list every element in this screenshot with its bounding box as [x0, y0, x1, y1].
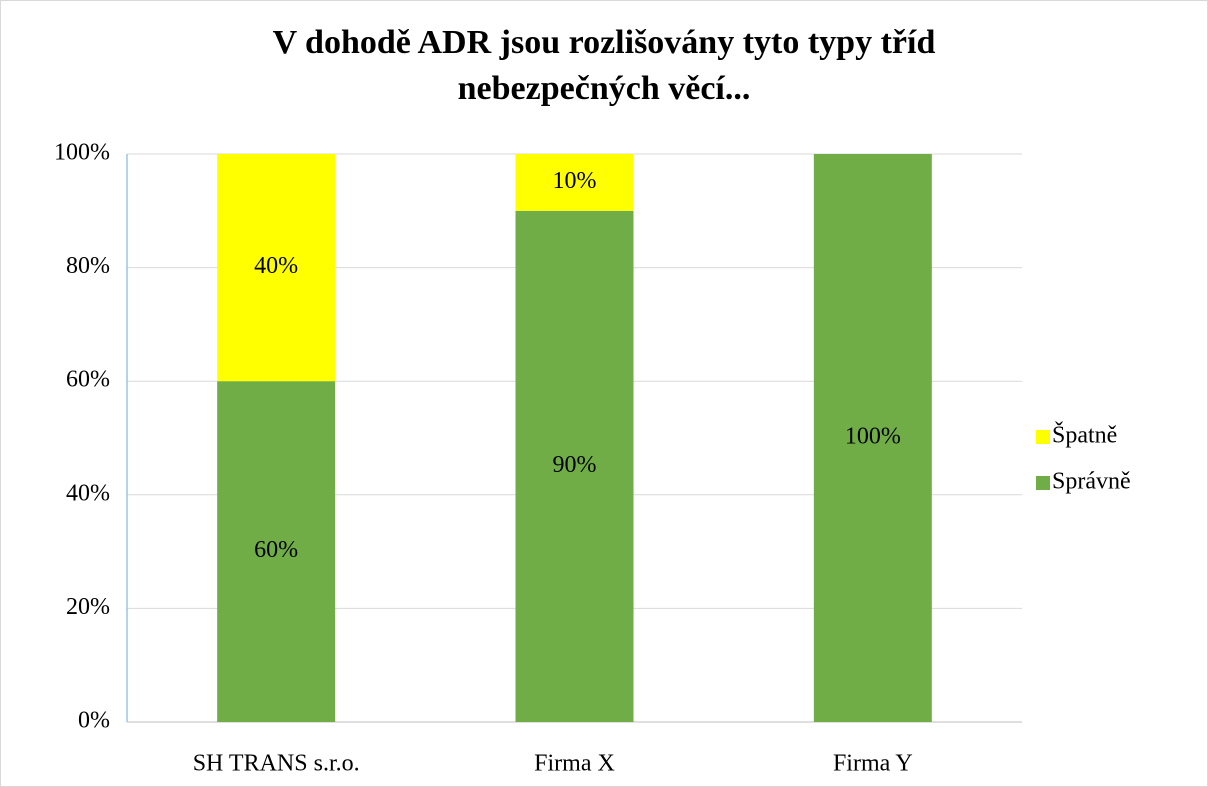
legend-swatch: [1036, 430, 1050, 444]
bar-segment: [515, 154, 634, 211]
bar-segment: [217, 154, 336, 382]
legend-label: Špatně: [1052, 422, 1117, 449]
y-tick-label: 40%: [66, 480, 110, 506]
data-label: 40%: [254, 253, 298, 279]
data-label: 10%: [553, 168, 597, 194]
data-label: 100%: [845, 424, 901, 450]
x-tick-label: Firma Y: [833, 751, 913, 777]
y-tick-label: 80%: [66, 253, 110, 279]
bar-segment: [813, 154, 932, 722]
y-tick-label: 0%: [78, 708, 110, 734]
data-label: 60%: [254, 537, 298, 563]
bar-segment: [515, 210, 634, 723]
legend-swatch: [1036, 476, 1050, 490]
x-tick-label: SH TRANS s.r.o.: [193, 751, 360, 777]
y-tick-label: 60%: [66, 367, 110, 393]
x-tick-label: Firma X: [534, 751, 615, 777]
y-tick-label: 20%: [66, 594, 110, 620]
bar-segment: [217, 381, 336, 722]
chart-title: V dohodě ADR jsou rozlišovány tyto typy …: [272, 24, 936, 107]
legend-label: Správně: [1052, 469, 1131, 495]
data-label: 90%: [553, 452, 597, 478]
y-tick-label: 100%: [54, 140, 110, 166]
